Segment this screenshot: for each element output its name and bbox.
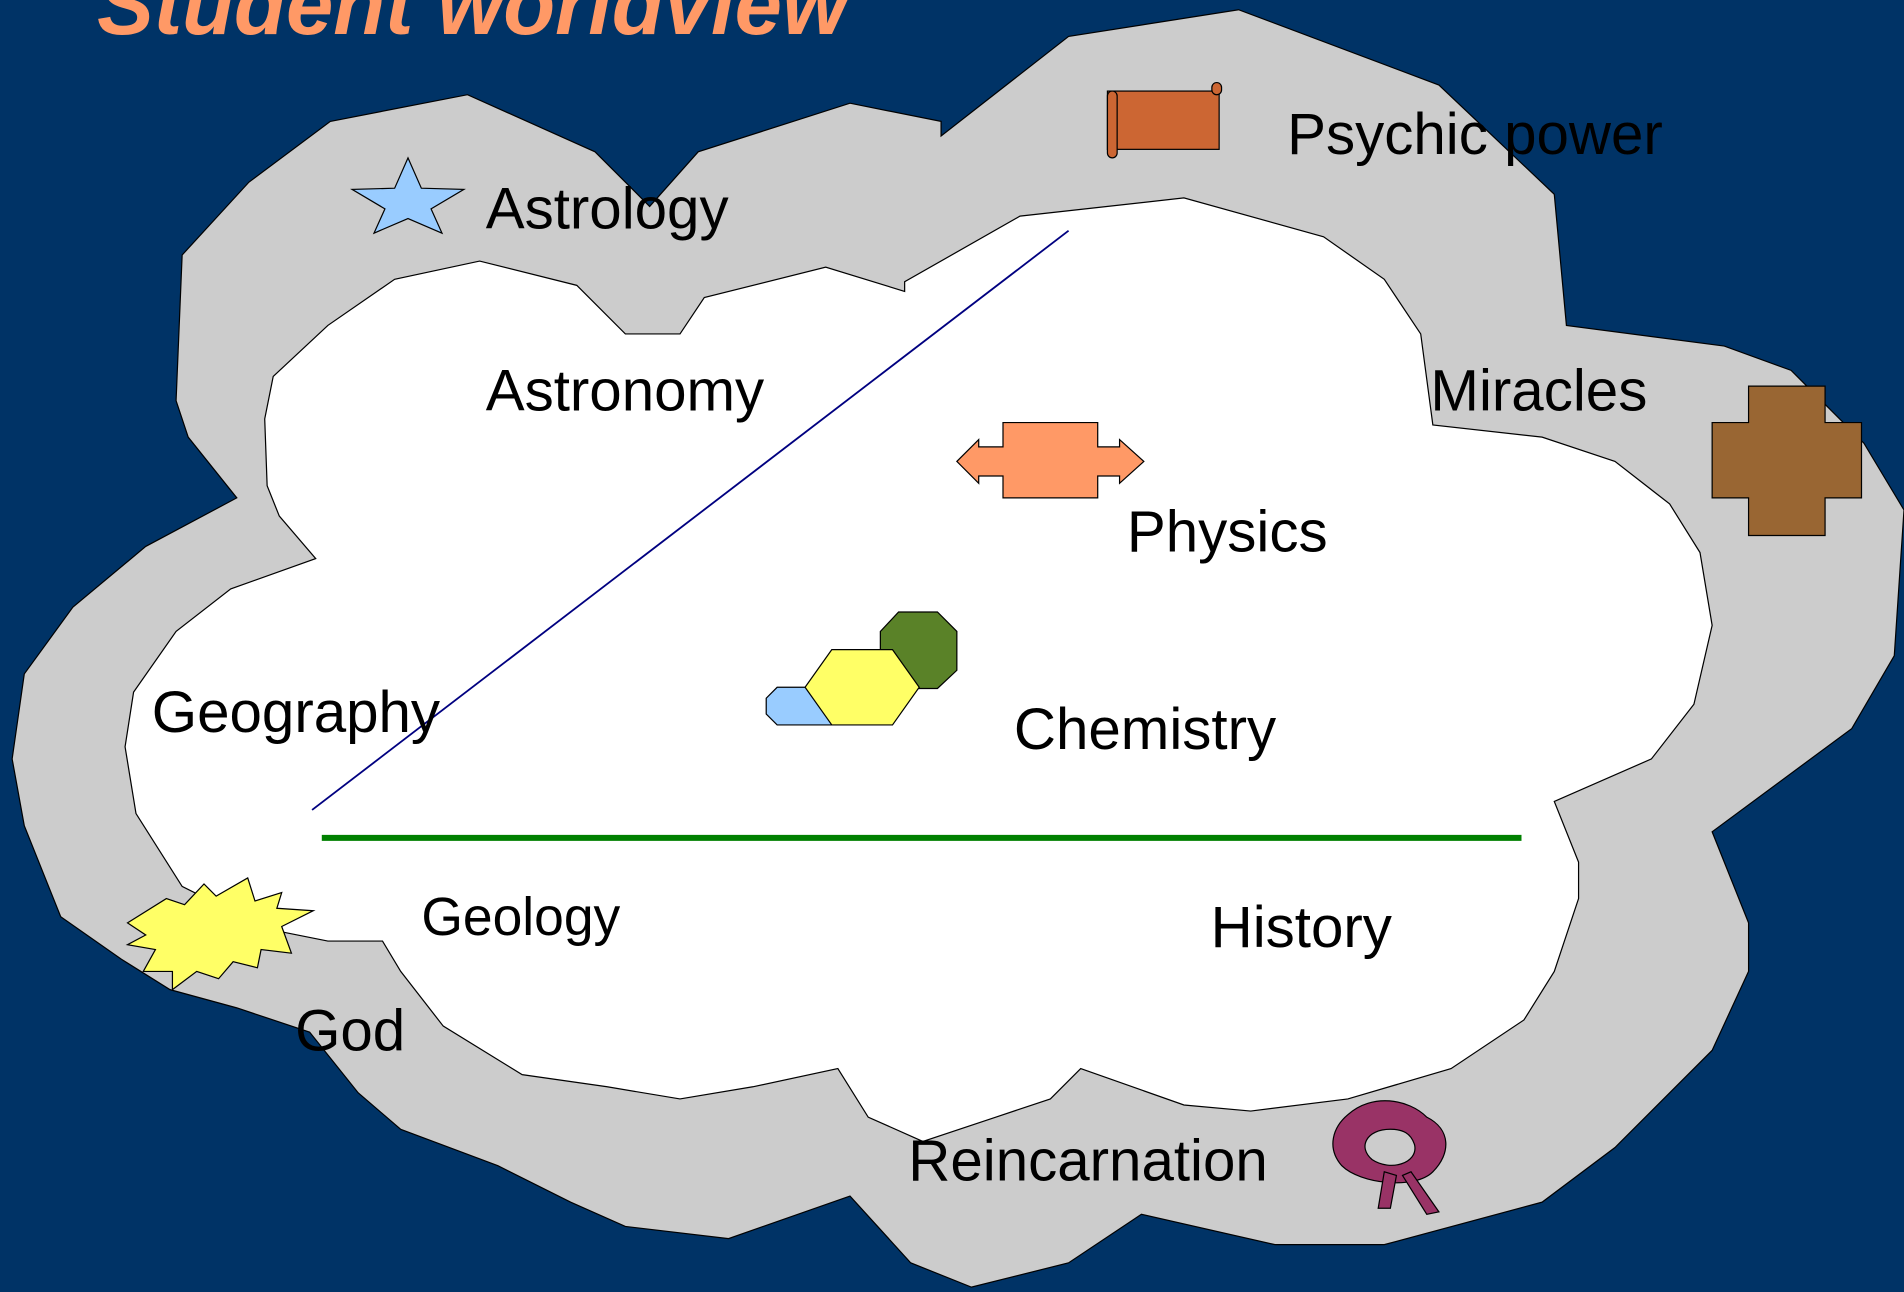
hexagon-icon (804, 649, 920, 726)
label: Geography (152, 680, 441, 745)
explosion-icon (125, 877, 316, 991)
cross-icon (1711, 385, 1863, 537)
arrow-icon (955, 421, 1145, 499)
divider-line (311, 229, 1070, 811)
label: Reincarnation (908, 1128, 1268, 1193)
label: Astrology (486, 176, 730, 241)
label: Geology (421, 888, 620, 947)
title: Student worldview (97, 0, 853, 53)
label: History (1211, 895, 1393, 960)
label: God (295, 998, 405, 1063)
star-icon (350, 156, 466, 235)
label: Astronomy (486, 358, 765, 423)
label: Chemistry (1014, 697, 1277, 762)
label: Physics (1127, 499, 1328, 564)
label: Psychic power (1287, 102, 1663, 167)
scroll-icon (1106, 81, 1223, 159)
ribbon-icon (1332, 1100, 1447, 1215)
label: Miracles (1430, 358, 1647, 423)
